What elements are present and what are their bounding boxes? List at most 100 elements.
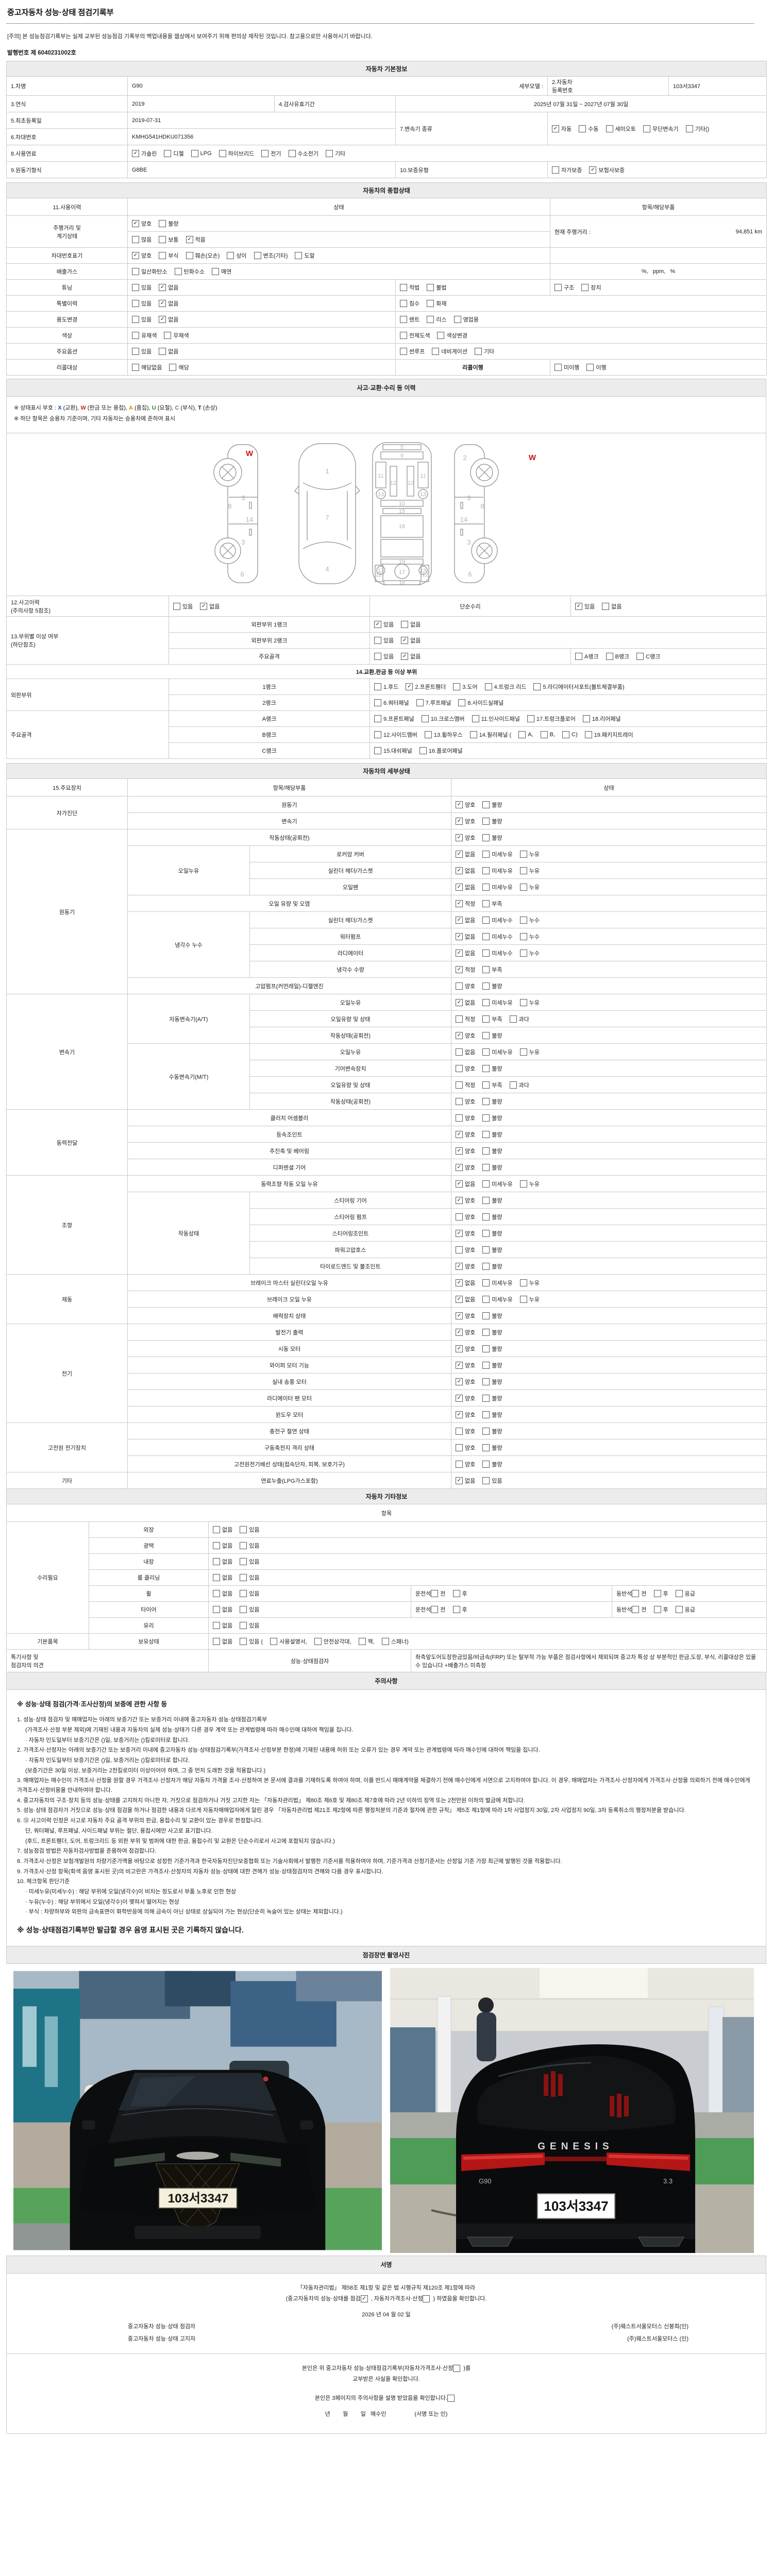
checkbox-checked: ✓ <box>456 1361 463 1369</box>
checkbox-label: 침수 <box>409 301 420 307</box>
checkbox-label: 양호 <box>465 1115 476 1122</box>
checkbox-label: 불량 <box>492 1247 502 1253</box>
table-cell: ✓ 없음 미세누유 누유 <box>450 1274 767 1291</box>
table-cell: 차대번호표기 <box>6 247 128 264</box>
text: (판금 또는 용접), <box>86 405 129 411</box>
checkbox-label: 있음 <box>182 603 193 610</box>
checkbox <box>643 125 650 132</box>
checkbox <box>374 653 381 660</box>
table-cell: 스티어링 펌프 <box>249 1208 451 1225</box>
checkbox-label: 부족 <box>492 1016 502 1023</box>
checkbox-checked: ✓ <box>456 949 463 957</box>
table-cell: 워터펌프 <box>249 928 451 945</box>
table-cell: ✓ 있음 없음 <box>570 596 767 617</box>
checkbox-label: 미이행 <box>564 365 580 371</box>
checkbox <box>456 1444 463 1451</box>
checkbox <box>173 602 180 610</box>
svg-text:15: 15 <box>398 509 405 515</box>
table-cell: ✓ 없음 미세누유 누유 <box>450 994 767 1011</box>
table-cell: 10.보증유형 <box>395 161 548 178</box>
table-cell: 있음 ✓ 없음 <box>127 295 396 312</box>
signature-statement: 「자동차관리법」 제58조 제1항 및 같은 법 시행규칙 제120조 제1항에… <box>7 2283 766 2320</box>
exchange-repair-table: 14.교환,판금 등 이상 부위 외판부위 1랭크 1.후드 ✓ 2.프론트휀더 3.도어 4… <box>6 664 767 759</box>
checkbox-label: 없음 <box>465 1478 476 1484</box>
checkbox-label: 누유 <box>529 1181 540 1188</box>
checkbox-checked: ✓ <box>456 916 463 924</box>
checkbox-label: 세미오토 <box>615 126 636 132</box>
text: 운전석 <box>415 1591 431 1597</box>
svg-text:11: 11 <box>420 473 426 479</box>
checkbox-label: 양호 <box>141 221 152 227</box>
checkbox-checked: ✓ <box>159 300 166 307</box>
text: 동력전달 <box>56 1140 78 1146</box>
reg-number-label: 2.자동차 등록번호 <box>547 76 669 96</box>
checkbox-label: 있음 <box>141 317 152 323</box>
text: 냉각수 수량 <box>337 967 364 973</box>
checkbox-label: 보험사보증 <box>598 167 625 174</box>
checkbox <box>456 1246 463 1253</box>
table-cell: 냉각수 수량 <box>249 961 451 978</box>
text: 리콜대상 <box>56 365 78 371</box>
text: 충전구 절연 상태 <box>270 1428 309 1435</box>
checkbox-label: 미세누유 <box>492 868 513 874</box>
checkbox <box>519 1295 527 1303</box>
checkbox-label: 양호 <box>465 1346 476 1352</box>
checkbox-label: 누수 <box>529 950 540 957</box>
checkbox-label: 미세누유 <box>492 851 513 858</box>
checkbox-label: 19.패키지트레이 <box>594 732 633 738</box>
text: 자동변속기(A/T) <box>169 1016 208 1023</box>
checkbox-label: 수동 <box>588 126 599 132</box>
table-cell: 5.최초등록일 <box>6 112 128 129</box>
checkbox <box>482 1015 490 1023</box>
checkbox <box>227 252 234 259</box>
checkbox-label: 13.휠하우스 <box>433 732 463 738</box>
text: 브레이크 마스터 실린더오일 누유 <box>250 1280 328 1286</box>
checkbox-label: 없음 <box>410 654 421 660</box>
checkbox-label: 이행 <box>596 365 607 371</box>
checkbox <box>482 1163 490 1171</box>
text: 수동변속기(M/T) <box>169 1074 209 1080</box>
checkbox <box>381 1638 389 1645</box>
checkbox-label: 미세누유 <box>492 1280 513 1286</box>
checkbox-label: 과다 <box>518 1016 529 1023</box>
table-cell: 일산화탄소 탄화수소 매연 <box>127 263 550 280</box>
svg-text:5: 5 <box>400 445 403 451</box>
table-cell: 해당없음 해당 <box>127 359 396 376</box>
table-cell: 항목 <box>6 1504 767 1522</box>
checkbox-label: 양호 <box>465 983 476 990</box>
table-cell: ✓ 양호 불량 <box>450 796 767 813</box>
text: 현재 주행거리 : <box>554 229 591 235</box>
section-accident-history: 사고·교환·수리 등 이력 <box>6 379 766 397</box>
text: 오일누유 <box>340 1049 361 1056</box>
svg-text:12: 12 <box>422 572 428 578</box>
checkbox <box>374 699 381 706</box>
text: 용도변경 <box>56 317 78 323</box>
checkbox-label: 부족 <box>492 1082 502 1089</box>
table-cell: 주요옵션 <box>6 343 128 360</box>
table-cell: 배출가스 <box>6 263 128 280</box>
checkbox-label: 양호 <box>465 1247 476 1253</box>
table-cell: 룸 클리닝 <box>89 1569 209 1586</box>
text: 15.주요장치 <box>53 785 81 791</box>
text: 외장 <box>143 1527 154 1533</box>
checkbox-label: 영업용 <box>463 317 479 323</box>
text: 7.변속기 종류 <box>400 126 432 132</box>
table-cell: 오일누유 <box>249 994 451 1011</box>
checkbox <box>431 1606 439 1613</box>
text: 연료누출(LPG가스포함) <box>261 1478 318 1484</box>
checkbox-label: 있음 <box>492 1478 502 1484</box>
table-cell: 실린더 헤더/가스켓 <box>249 911 451 928</box>
text: 스티어링조인트 <box>332 1230 369 1237</box>
checkbox <box>482 1361 490 1369</box>
table-cell: 있음 ✓ 없음 <box>369 632 767 649</box>
checkbox-label: 누유 <box>529 999 540 1006</box>
table-cell: 없음 있음 (사용설명서, 안전삼각대, 잭, 스패너) <box>208 1633 767 1650</box>
detail-condition-table: 자동차의 세부상태 15.주요장치 항목/해당부품 상태 자가진단 원동기 ✓ 양호 불량 변속기… <box>6 763 767 1489</box>
notes-list: 1. 성능·상태 점검자 및 매매업자는 아래의 보증기간 또는 보증거리 이내… <box>17 1715 755 1917</box>
table-cell: ✓ 없음 있음 <box>450 1472 767 1489</box>
table-cell: 12.사이드멤버 13.휠하우스 14.필러패널 (A, B, C) 19.패키지트레이 <box>369 726 767 743</box>
note-line: 6. ⑫ 사고이력 인정은 사고로 자동차 주요 골격 부위의 판금, 용접수리… <box>17 1818 263 1824</box>
checkbox <box>482 1411 490 1418</box>
table-cell: 없음 있음 <box>208 1585 411 1602</box>
checkbox-label: 없음 <box>209 603 220 610</box>
